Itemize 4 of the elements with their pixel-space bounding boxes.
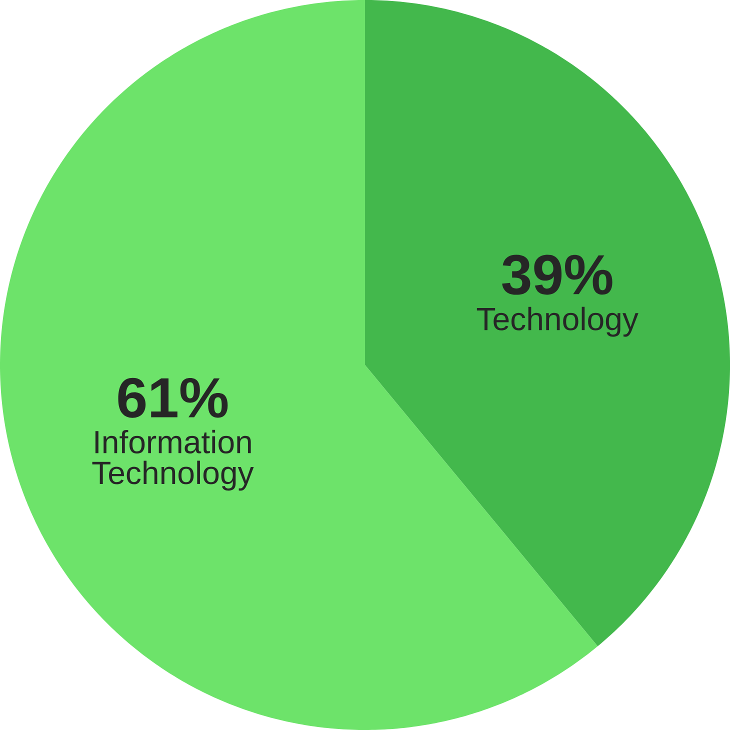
- slice-label: Technology: [476, 306, 638, 337]
- slice-label: Information Technology: [92, 430, 254, 491]
- data-label: 61%: [118, 378, 228, 418]
- data-label: 39%: [502, 254, 612, 295]
